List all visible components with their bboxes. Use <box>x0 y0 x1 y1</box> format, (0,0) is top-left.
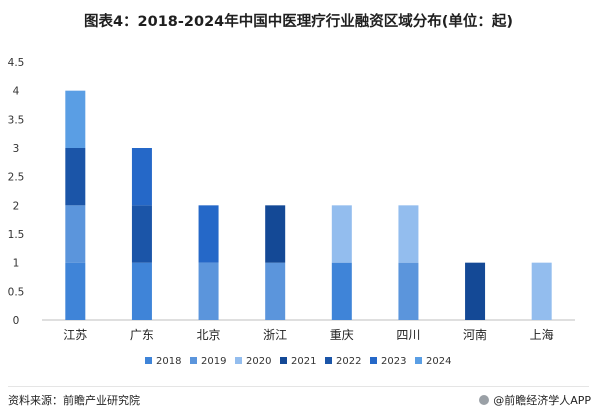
legend-label-2018: 2018 <box>156 356 181 367</box>
bar-segment-广东-2023 <box>131 148 152 206</box>
brand-note: @前瞻经济学人APP <box>479 392 591 408</box>
bar-segment-浙江-2019 <box>265 262 286 320</box>
legend-swatch-2019 <box>190 357 197 364</box>
legend-swatch-2022 <box>325 357 332 364</box>
y-tick-label: 1 <box>13 258 20 270</box>
y-tick-label: 2.5 <box>8 172 25 184</box>
bar-segment-北京-2019 <box>198 262 219 320</box>
y-tick-label: 1.5 <box>8 229 25 241</box>
x-tick-label: 浙江 <box>263 328 287 342</box>
legend-label-2021: 2021 <box>291 356 316 367</box>
source-note: 资料来源：前瞻产业研究院 <box>8 394 140 407</box>
legend-label-2022: 2022 <box>336 356 361 367</box>
chart-title: 图表4：2018-2024年中国中医理疗行业融资区域分布(单位：起) <box>83 14 514 30</box>
bar-segment-北京-2023 <box>198 205 219 263</box>
x-tick-label: 广东 <box>130 328 154 342</box>
legend-label-2024: 2024 <box>426 356 451 367</box>
legend-swatch-2021 <box>280 357 287 364</box>
y-tick-label: 0.5 <box>8 286 25 298</box>
bar-segment-上海-2020 <box>531 262 552 320</box>
x-tick-label: 四川 <box>396 328 420 342</box>
legend-label-2020: 2020 <box>246 356 271 367</box>
bar-segment-四川-2019 <box>398 262 419 320</box>
brand-logo-icon <box>479 395 490 405</box>
y-tick-label: 3.5 <box>8 114 25 126</box>
legend-label-2023: 2023 <box>381 356 406 367</box>
bar-segment-河南-2021 <box>465 262 486 320</box>
bar-segment-浙江-2021 <box>265 205 286 263</box>
bar-segment-江苏-2018 <box>65 262 86 320</box>
legend-swatch-2018 <box>145 357 152 364</box>
bar-segment-江苏-2024 <box>65 90 86 148</box>
bar-segment-江苏-2019 <box>65 205 86 263</box>
x-tick-label: 上海 <box>530 327 554 342</box>
y-tick-label: 4.5 <box>8 57 25 69</box>
legend-swatch-2020 <box>235 357 242 364</box>
bar-segment-重庆-2020 <box>331 205 352 263</box>
bar-segment-江苏-2022 <box>65 148 86 206</box>
x-tick-label: 重庆 <box>330 328 354 342</box>
y-tick-label: 3 <box>13 143 20 155</box>
bar-segment-广东-2018 <box>131 262 152 320</box>
x-tick-label: 江苏 <box>63 328 87 342</box>
y-tick-label: 2 <box>13 200 20 212</box>
brand-text: @前瞻经济学人APP <box>493 394 591 407</box>
legend-swatch-2024 <box>415 357 422 364</box>
x-tick-label: 北京 <box>197 328 221 342</box>
bar-segment-四川-2020 <box>398 205 419 263</box>
x-tick-label: 河南 <box>463 327 487 342</box>
legend-label-2019: 2019 <box>201 356 226 367</box>
y-tick-label: 4 <box>13 86 20 98</box>
y-tick-label: 0 <box>13 315 20 327</box>
footer-divider <box>8 386 589 387</box>
bar-segment-广东-2022 <box>131 205 152 263</box>
bar-segment-重庆-2018 <box>331 262 352 320</box>
legend-swatch-2023 <box>370 357 377 364</box>
